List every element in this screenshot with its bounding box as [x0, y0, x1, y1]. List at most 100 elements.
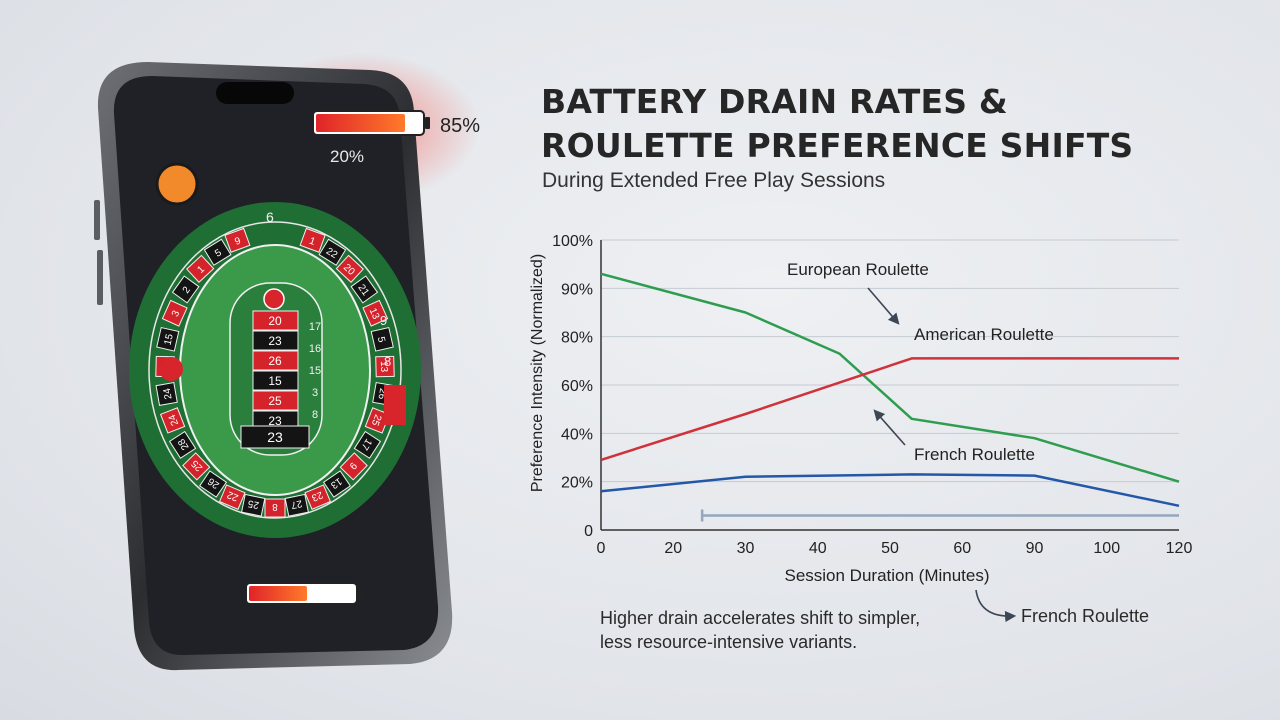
x-tick-label: 20	[664, 540, 682, 557]
y-tick-label: 40%	[561, 426, 593, 443]
red-bet-cell	[384, 385, 406, 425]
inner-grid-cell: 23	[252, 330, 299, 351]
wheel-pocket: 22	[318, 238, 347, 266]
wheel-pocket-number: 23	[309, 489, 324, 504]
x-tick-label: 120	[1166, 540, 1193, 557]
wheel-pocket-number: 25	[369, 413, 383, 428]
wheel-pocket: 13	[322, 470, 351, 498]
wheel-pocket: 20	[335, 254, 364, 283]
x-tick-label: 30	[737, 540, 755, 557]
orange-chip	[155, 162, 199, 206]
battery-small-label: 20%	[330, 147, 364, 166]
wheel-pocket: 23	[304, 484, 332, 510]
chart-annotations: European Roulette American Roulette Fren…	[787, 260, 1054, 464]
roulette-table: 1222021135132625179132327825222625282424…	[129, 202, 421, 538]
wheel-pocket: 9	[339, 452, 368, 481]
wheel-pocket: 17	[353, 430, 382, 459]
wheel-pocket: 15	[156, 326, 180, 352]
inner-grid-number: 3	[312, 387, 318, 399]
inner-grid-cell: 23	[252, 410, 299, 431]
chart-series	[600, 272, 1180, 522]
wheel-pocket-number: 9	[233, 235, 242, 247]
inner-grid-number: 23	[268, 334, 282, 348]
y-tick-label: 0	[584, 523, 593, 540]
caption-line-2: less resource-intensive variants.	[600, 632, 858, 652]
inner-grid-cell: 25	[252, 390, 299, 411]
inner-grid-number: 20	[268, 314, 282, 328]
wheel-pocket-number: 13	[378, 361, 389, 373]
wheel-pocket-number: 1	[308, 236, 317, 248]
wheel-pocket: 27	[284, 493, 309, 517]
wheel-pocket: 13	[375, 355, 395, 378]
chart-subtitle: During Extended Free Play Sessions	[542, 169, 886, 192]
line-chart: 020%40%60%80%90%100%0 20 30 40 50 60 90 100 120 …	[529, 233, 1192, 585]
wheel-pocket: 3	[161, 299, 188, 327]
wheel-pocket: 5	[370, 326, 394, 352]
wheel-pocket-number: 22	[225, 488, 240, 503]
caption-line-1: Higher drain accelerates shift to simple…	[600, 608, 921, 628]
inner-grid-number: 25	[268, 394, 282, 408]
battery-indicator-top	[312, 110, 430, 136]
wheel-pocket-number: 15	[163, 333, 176, 347]
wheel-pocket: 1	[186, 254, 215, 283]
wheel-pocket-number: 1	[195, 264, 207, 276]
battery-indicator-bottom	[245, 582, 363, 605]
wheel-pocket-number: 27	[290, 497, 304, 510]
wheel-pocket-number: 13	[367, 307, 382, 322]
y-axis-label: Preference Intensity (Normalized)	[529, 254, 546, 492]
wheel-pocket: 28	[168, 430, 197, 459]
center-number: 23	[267, 429, 283, 445]
y-tick-label: 60%	[561, 378, 593, 395]
annotation-arrow	[867, 287, 900, 325]
red-chip	[159, 357, 183, 381]
wheel-pocket-number: 22	[324, 246, 340, 261]
x-tick-label: 90	[1026, 540, 1044, 557]
annotation-european-roulette: European Roulette	[787, 260, 929, 279]
wheel-pocket: 1	[299, 227, 326, 253]
wheel-pocket: 5	[203, 238, 232, 266]
chart-caption: Higher drain accelerates shift to simple…	[600, 606, 920, 654]
inner-grid-number: 15	[309, 365, 321, 377]
y-tick-label: 80%	[561, 330, 593, 347]
camera-notch	[216, 82, 294, 104]
inner-grid-cell: 15	[252, 370, 299, 391]
y-tick-label: 90%	[561, 281, 593, 298]
wheel-top-number: 6	[266, 209, 274, 225]
y-tick-label: 20%	[561, 475, 593, 492]
wheel-pocket: 22	[218, 484, 246, 510]
x-tick-label: 100	[1093, 540, 1120, 557]
wheel-pocket: 9	[224, 227, 251, 253]
wheel-pocket-number: 25	[247, 497, 261, 510]
annotation-american-roulette: American Roulette	[914, 325, 1054, 344]
side-number: 8	[384, 354, 391, 369]
wheel-pocket: 21	[350, 275, 379, 304]
y-tick-label: 100%	[552, 233, 593, 250]
series-line-american-roulette	[600, 357, 1179, 462]
wheel-pocket: 13	[362, 299, 389, 327]
phone-illustration: 85% 20% 12220211351326251791323278252226…	[94, 53, 480, 671]
chart-axes: 0 20% 40% 60% 80% 90% 100% 0 20 30 40 50 60 90 100 120	[552, 233, 1192, 557]
side-button	[94, 200, 100, 240]
title-line-2: ROULETTE PREFERENCE SHIFTS	[541, 126, 1134, 165]
wheel-pocket: 24	[155, 381, 178, 406]
x-tick-label: 0	[597, 540, 606, 557]
x-tick-label: 50	[881, 540, 899, 557]
center-cell: 23	[240, 425, 310, 449]
wheel-pocket: 25	[241, 493, 266, 517]
wheel-pocket-number: 2	[181, 284, 193, 295]
wheel-pocket: 24	[159, 407, 186, 434]
inner-grid-number: 8	[312, 409, 318, 421]
inner-grid-number: 17	[309, 321, 321, 333]
wheel-pocket: 26	[199, 470, 228, 498]
wheel-pocket-number: 9	[346, 459, 358, 471]
inner-grid-number: 15	[268, 374, 282, 388]
annotation-french-roulette: French Roulette	[914, 445, 1035, 464]
wheel-pocket-number: 5	[213, 247, 224, 260]
wheel-pocket: 25	[364, 407, 391, 434]
chart-title: BATTERY DRAIN RATES & ROULETTE PREFERENC…	[541, 80, 1133, 168]
caption-arrow	[975, 589, 1017, 623]
inner-grid-number: 23	[268, 414, 282, 428]
inner-grid-number: 26	[268, 354, 282, 368]
wheel-pocket: 8	[264, 498, 286, 518]
wheel-pocket: 25	[182, 452, 211, 481]
